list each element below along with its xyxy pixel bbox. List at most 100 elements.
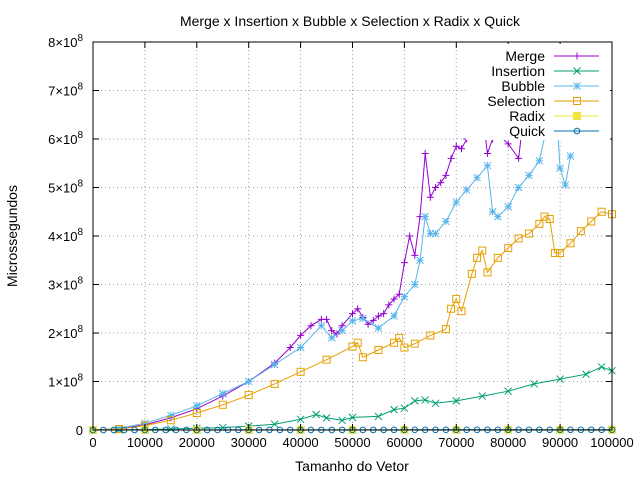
- data-point-selection: [535, 219, 544, 228]
- data-point-selection: [447, 304, 456, 313]
- data-point-selection: [597, 207, 606, 216]
- data-point-selection: [426, 331, 435, 340]
- y-tick-label: 3×108: [48, 276, 83, 293]
- data-point-selection: [540, 212, 549, 221]
- data-point-bubble: [400, 292, 409, 301]
- data-point-selection: [587, 217, 596, 226]
- data-point-selection: [244, 391, 253, 400]
- data-point-bubble: [192, 401, 201, 410]
- data-point-bubble: [244, 377, 253, 386]
- data-point-insertion: [270, 420, 279, 429]
- data-point-bubble: [525, 171, 533, 180]
- data-point-merge: [457, 145, 465, 153]
- data-point-insertion: [410, 397, 419, 405]
- data-point-bubble: [442, 217, 450, 226]
- data-point-bubble: [348, 317, 357, 325]
- y-tick-label: 4×108: [48, 227, 83, 244]
- data-point-merge: [442, 171, 450, 179]
- data-point-bubble: [374, 324, 383, 333]
- x-tick-label: 50000: [334, 435, 370, 450]
- data-point-insertion: [338, 416, 346, 425]
- data-point-merge: [385, 301, 393, 309]
- legend-marker: [573, 82, 581, 90]
- data-point-merge: [432, 184, 440, 191]
- y-tick-label: 5×108: [48, 179, 83, 196]
- legend-label: Insertion: [491, 63, 545, 79]
- data-point-insertion: [504, 387, 513, 396]
- data-point-selection: [322, 355, 331, 364]
- data-point-selection: [114, 425, 123, 434]
- data-point-selection: [374, 345, 383, 354]
- x-tick-label: 80000: [490, 435, 526, 450]
- data-point-selection: [457, 307, 466, 316]
- data-point-bubble: [452, 198, 461, 206]
- x-tick-label: 40000: [283, 435, 319, 450]
- data-point-bubble: [514, 183, 523, 192]
- data-point-insertion: [296, 415, 305, 424]
- legend-marker: [573, 67, 581, 75]
- data-point-selection: [483, 268, 492, 277]
- data-point-selection: [390, 338, 399, 347]
- data-point-selection: [566, 239, 575, 248]
- legend-label: Selection: [487, 93, 545, 109]
- legend-label: Bubble: [501, 78, 545, 94]
- y-axis-label: Microssegundos: [4, 185, 20, 287]
- data-point-bubble: [166, 411, 175, 420]
- data-point-merge: [421, 150, 429, 158]
- data-point-bubble: [431, 229, 440, 238]
- legend-label: Radix: [509, 108, 545, 124]
- x-tick-label: 60000: [386, 435, 422, 450]
- data-point-selection: [410, 339, 419, 348]
- data-point-selection: [218, 400, 227, 409]
- data-point-bubble: [270, 360, 279, 369]
- data-point-selection: [504, 244, 513, 253]
- legend-marker: [573, 127, 581, 135]
- data-point-merge: [349, 310, 356, 318]
- data-point-insertion: [530, 380, 539, 388]
- data-point-insertion: [348, 413, 357, 422]
- axis-ticks: 0 10000 20000 30000 40000 50000 60000 70000 8000…: [48, 33, 634, 450]
- data-point-bubble: [296, 343, 305, 352]
- x-tick-label: 0: [89, 435, 96, 450]
- data-point-bubble: [535, 156, 544, 165]
- x-tick-label: 90000: [542, 435, 578, 450]
- data-point-bubble: [473, 173, 481, 182]
- data-point-insertion: [556, 375, 564, 383]
- data-point-bubble: [504, 203, 513, 211]
- data-point-merge: [515, 154, 523, 162]
- data-point-selection: [478, 246, 487, 255]
- data-point-bubble: [141, 419, 149, 428]
- data-point-insertion: [597, 363, 606, 371]
- data-point-bubble: [493, 212, 502, 221]
- data-point-merge: [323, 315, 331, 323]
- data-point-selection: [524, 229, 533, 238]
- data-point-selection: [166, 416, 175, 425]
- data-point-merge: [374, 312, 382, 320]
- data-point-bubble: [338, 326, 346, 335]
- data-point-merge: [426, 193, 434, 201]
- chart-title: Merge x Insertion x Bubble x Selection x…: [180, 13, 521, 29]
- data-point-selection: [493, 253, 502, 262]
- x-tick-label: 100000: [590, 435, 633, 450]
- data-point-merge: [390, 295, 398, 303]
- data-point-selection: [192, 409, 201, 418]
- data-point-merge: [400, 259, 408, 267]
- data-point-merge: [297, 331, 305, 339]
- data-point-merge: [447, 154, 455, 162]
- data-point-insertion: [452, 397, 461, 405]
- data-point-merge: [354, 305, 362, 313]
- data-point-selection: [473, 253, 482, 262]
- data-point-bubble: [327, 333, 336, 342]
- legend-item-selection: Selection: [487, 93, 599, 109]
- data-point-bubble: [218, 389, 227, 398]
- legend-background: [466, 44, 610, 140]
- data-point-bubble: [566, 152, 575, 160]
- y-tick-label: 2×108: [48, 324, 83, 341]
- data-point-bubble: [317, 321, 326, 330]
- data-point-insertion: [322, 414, 331, 422]
- legend-marker: [573, 52, 581, 60]
- data-point-insertion: [374, 412, 383, 421]
